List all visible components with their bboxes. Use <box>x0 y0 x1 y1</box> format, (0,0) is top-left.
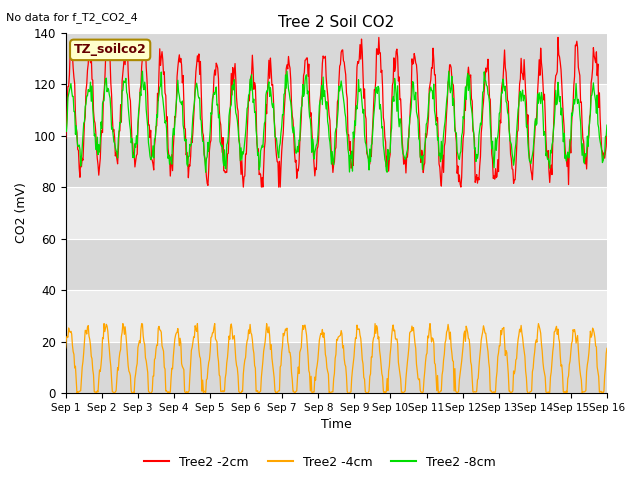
Bar <box>66 342 607 393</box>
Bar <box>66 135 607 187</box>
X-axis label: Time: Time <box>321 419 351 432</box>
Y-axis label: CO2 (mV): CO2 (mV) <box>15 182 28 243</box>
Bar <box>66 33 607 84</box>
Title: Tree 2 Soil CO2: Tree 2 Soil CO2 <box>278 15 394 30</box>
Text: No data for f_T2_CO2_4: No data for f_T2_CO2_4 <box>6 12 138 23</box>
Bar <box>66 290 607 342</box>
Bar <box>66 84 607 135</box>
Text: TZ_soilco2: TZ_soilco2 <box>74 43 147 56</box>
Bar <box>66 187 607 239</box>
Legend: Tree2 -2cm, Tree2 -4cm, Tree2 -8cm: Tree2 -2cm, Tree2 -4cm, Tree2 -8cm <box>140 451 500 474</box>
Bar <box>66 239 607 290</box>
